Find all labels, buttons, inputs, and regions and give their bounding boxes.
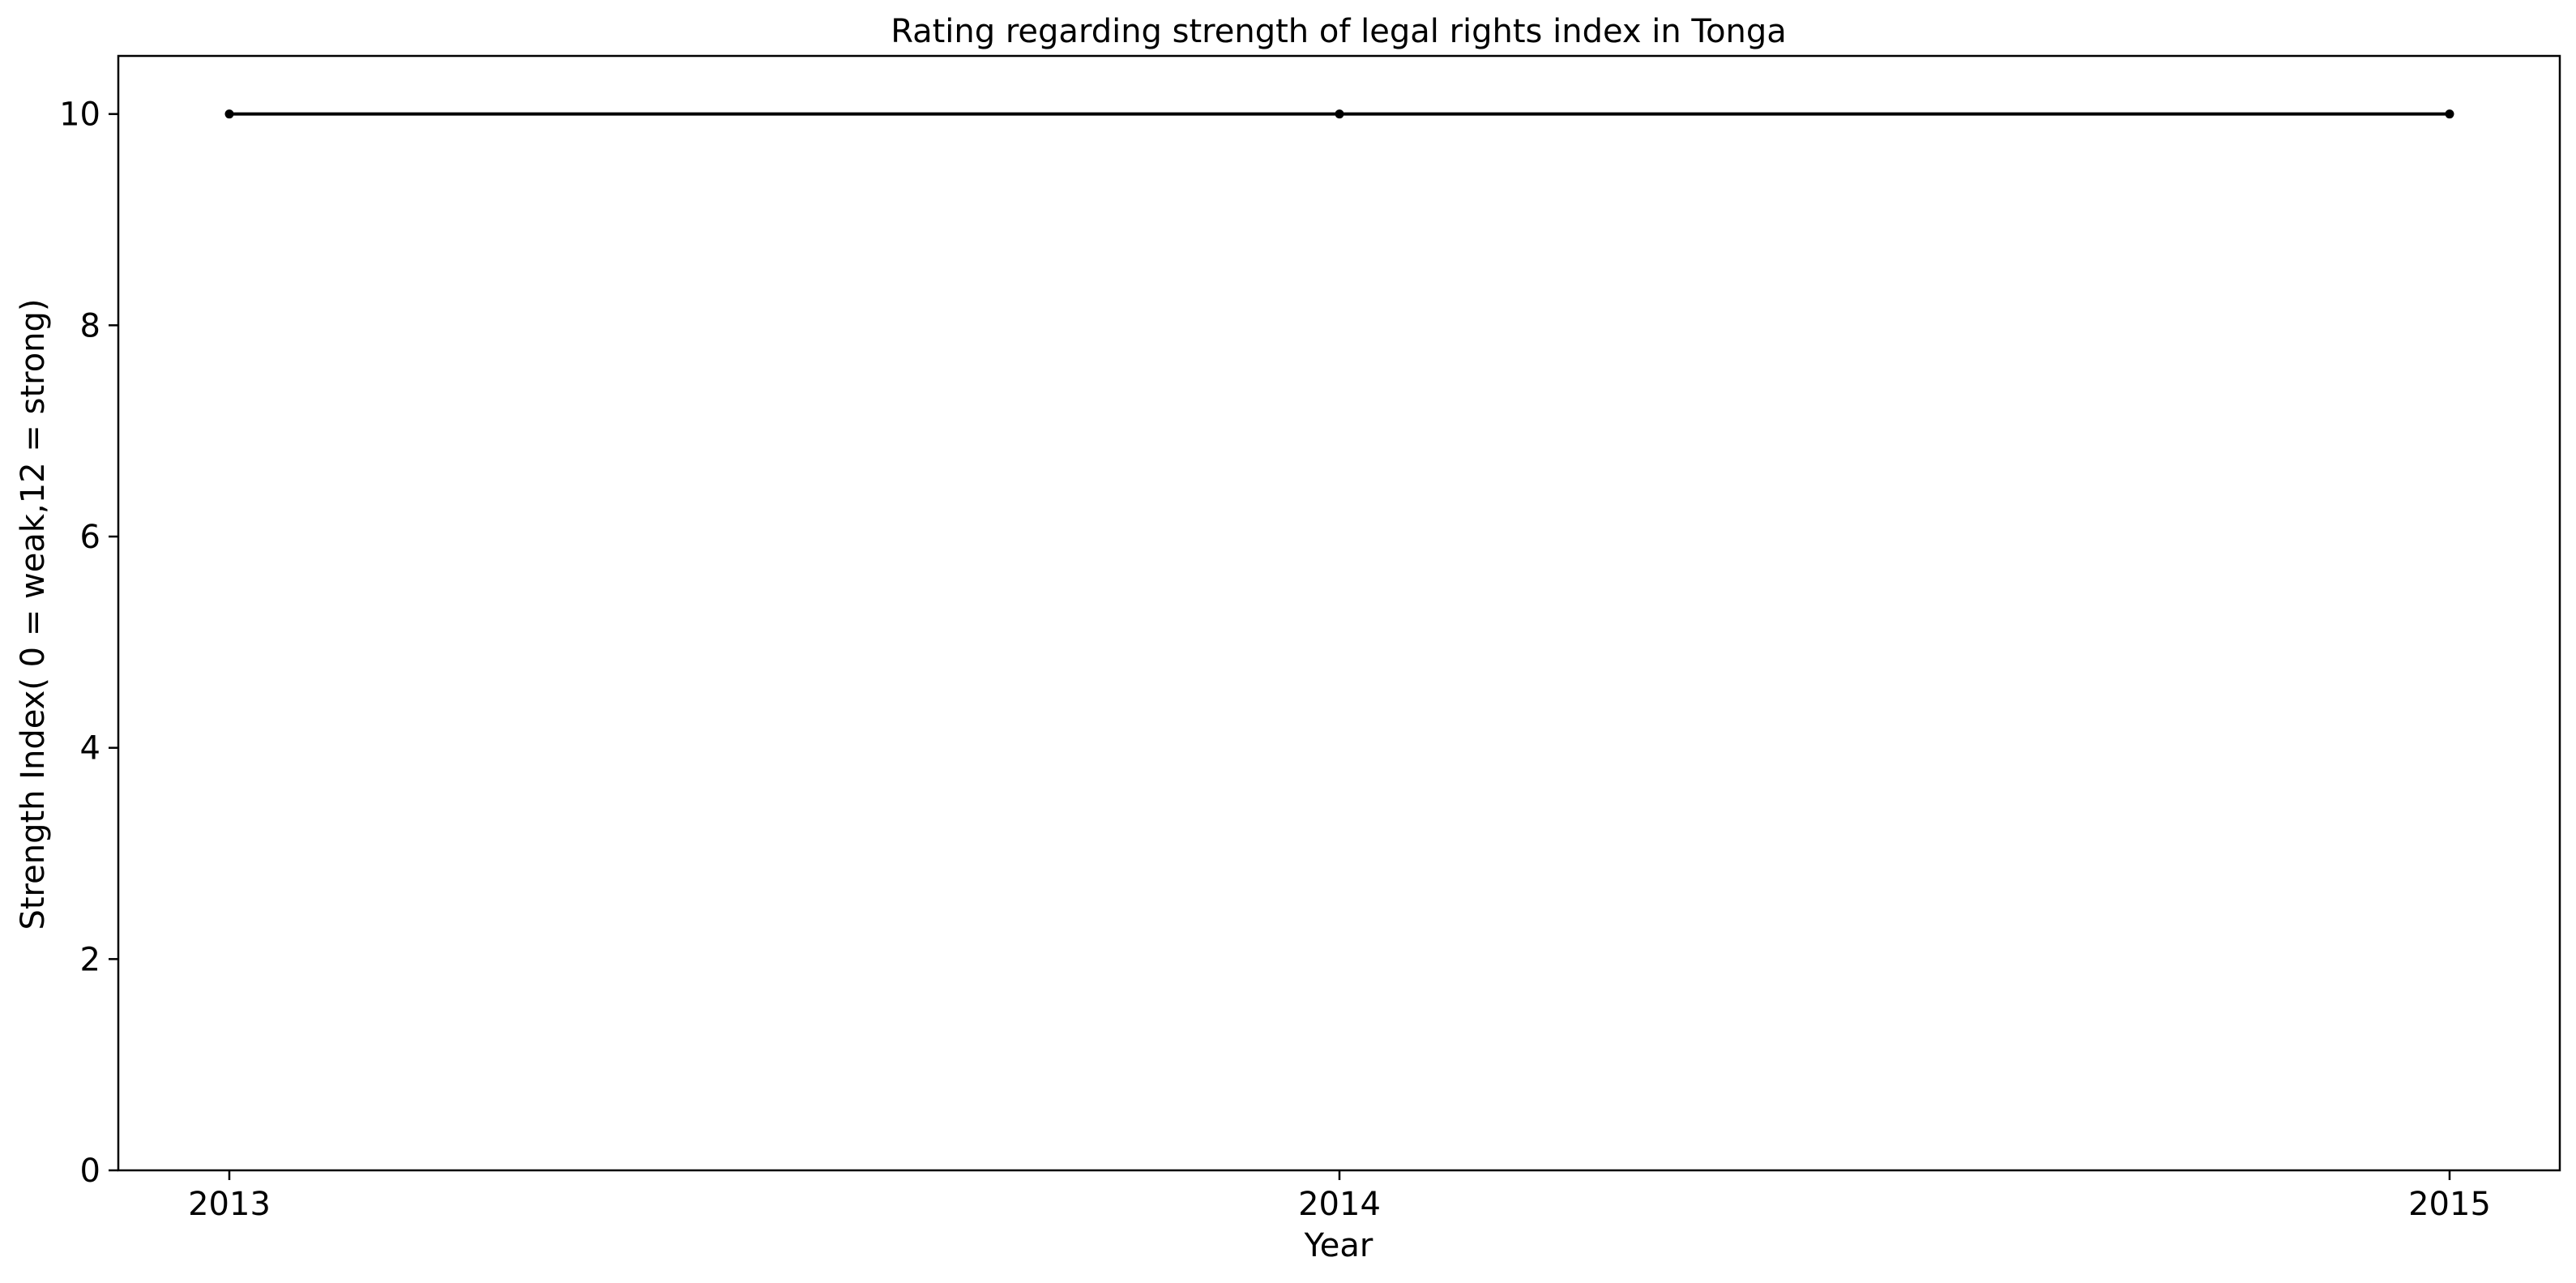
- y-tick-label: 0: [80, 1153, 100, 1190]
- y-tick-label: 2: [80, 941, 100, 978]
- y-axis-ticks: 0 2 4 6 8 10: [59, 96, 118, 1190]
- y-axis-label: Strength Index( 0 = weak,12 = strong): [15, 298, 52, 930]
- x-tick-label: 2015: [2408, 1186, 2491, 1223]
- x-axis-label: Year: [1304, 1227, 1373, 1264]
- plot-area-frame: [117, 54, 2561, 1172]
- data-point: [1335, 109, 1344, 119]
- chart-title: Rating regarding strength of legal right…: [891, 13, 1787, 50]
- data-point: [2445, 109, 2454, 119]
- x-tick-label: 2013: [188, 1186, 271, 1223]
- x-axis-ticks: 2013 2014 2015: [188, 1170, 2491, 1223]
- y-tick-label: 8: [80, 307, 100, 344]
- y-tick-label: 6: [80, 519, 100, 556]
- y-tick-label: 4: [80, 730, 100, 768]
- x-tick-label: 2014: [1298, 1186, 1381, 1223]
- y-tick-label: 10: [59, 96, 100, 134]
- data-point: [224, 109, 234, 119]
- series-layer: [224, 109, 2454, 119]
